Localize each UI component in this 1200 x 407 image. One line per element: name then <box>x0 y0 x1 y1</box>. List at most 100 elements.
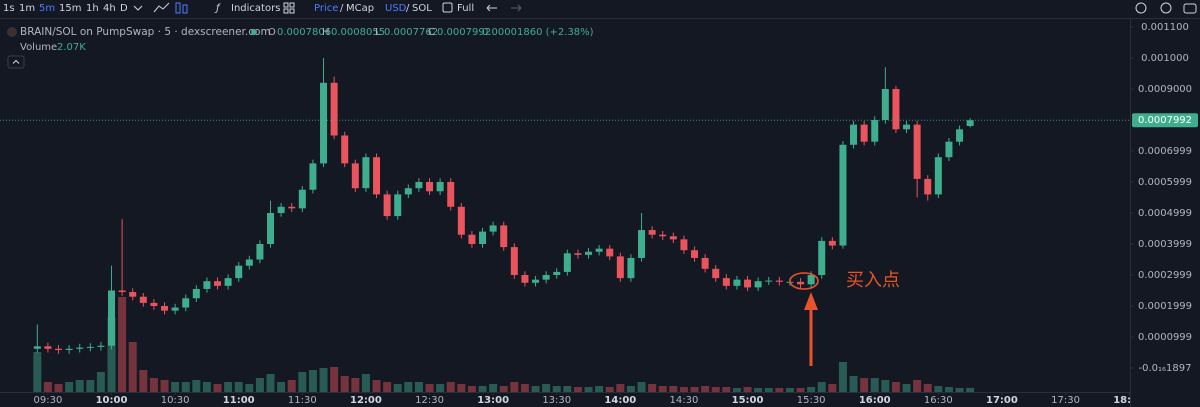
volume-bar <box>446 382 455 392</box>
x-tick-label: 11:00 <box>223 395 255 406</box>
interval-button[interactable]: 1s <box>3 3 15 14</box>
interval-button[interactable]: 15m <box>59 3 81 14</box>
redo-icon[interactable] <box>511 4 522 12</box>
candle-body <box>606 248 614 257</box>
camera-icon[interactable] <box>1183 3 1197 14</box>
volume-bar <box>65 382 74 392</box>
volume-bar <box>531 386 540 392</box>
volume-bar <box>510 382 519 392</box>
volume-bar <box>785 388 794 392</box>
volume-bar <box>478 386 487 392</box>
candle-body <box>860 124 868 142</box>
y-tick-label: 0.001100 <box>1141 22 1189 33</box>
candle-body <box>203 281 211 289</box>
interval-button[interactable]: 1m <box>19 3 35 14</box>
last-price-box <box>1132 113 1198 128</box>
volume-bar <box>754 388 763 392</box>
volume-bar <box>595 386 604 392</box>
volume-bar <box>913 380 922 392</box>
candle-body <box>510 247 518 276</box>
volume-bar <box>255 378 264 392</box>
ohlc-value: 0.0007806 <box>277 27 331 38</box>
volume-bar <box>287 380 296 392</box>
ohlc-label: H <box>322 27 330 38</box>
volume-bar <box>33 352 42 392</box>
collapse-icon <box>12 59 20 64</box>
x-tick-label: 09:30 <box>33 395 62 406</box>
candle-body <box>277 206 285 213</box>
volume-bar <box>923 384 932 392</box>
volume-bar <box>266 374 275 392</box>
y-tick-label: 0.001000 <box>1141 53 1189 64</box>
volume-bar <box>213 384 222 392</box>
volume-bar <box>563 386 572 392</box>
candle-body <box>182 298 190 308</box>
candle-body <box>171 307 179 311</box>
candle-body <box>913 124 921 179</box>
volume-bar <box>849 376 858 392</box>
candle-body <box>754 281 762 288</box>
volume-bar <box>701 386 710 392</box>
layout-icon[interactable] <box>283 2 295 14</box>
candle-body <box>415 181 423 189</box>
indicators-button[interactable]: Indicators <box>231 3 280 14</box>
volume-bar <box>149 378 158 392</box>
candle-body <box>383 194 391 217</box>
candle-body <box>139 296 147 303</box>
candle-body <box>479 231 487 244</box>
interval-button[interactable]: D <box>120 3 128 14</box>
volume-bar <box>838 362 847 392</box>
volume-bar <box>648 384 657 392</box>
volume-bar <box>277 382 286 392</box>
candle-body <box>341 135 349 164</box>
volume-bar <box>891 382 900 392</box>
candle-body <box>691 250 699 258</box>
usd-toggle[interactable]: USD <box>385 3 407 14</box>
separator: / <box>406 3 410 14</box>
theme-icon[interactable] <box>1135 2 1147 14</box>
volume-bar <box>796 388 805 392</box>
volume-bar <box>934 386 943 392</box>
volume-bar <box>319 368 328 392</box>
candle-body <box>850 124 858 145</box>
mcap-toggle[interactable]: MCap <box>346 3 374 14</box>
fx-icon[interactable]: ƒ <box>214 3 221 14</box>
volume-bar <box>118 297 127 392</box>
interval-button[interactable]: 4h <box>103 3 116 14</box>
volume-bar <box>43 382 52 392</box>
candle-body <box>224 278 232 286</box>
volume-bar <box>573 387 582 392</box>
sol-toggle[interactable]: SOL <box>412 3 432 14</box>
interval-button[interactable]: 5m <box>39 3 55 14</box>
volume-bar <box>499 386 508 392</box>
candle-body <box>956 129 964 142</box>
candle-body <box>489 225 497 232</box>
volume-bar <box>107 317 116 392</box>
undo-icon[interactable] <box>486 4 497 12</box>
candle-body <box>298 189 306 209</box>
y-tick-label: 0.0009000 <box>1138 84 1192 95</box>
dropdown-icon[interactable] <box>133 5 143 11</box>
x-tick-label: 13:30 <box>542 395 571 406</box>
full-checkbox[interactable] <box>442 2 453 13</box>
volume-bar <box>414 382 423 392</box>
y-tick-label: 0.0000999 <box>1138 332 1192 343</box>
full-label[interactable]: Full <box>457 3 474 14</box>
candle-body <box>351 163 359 189</box>
collapse-button[interactable] <box>7 55 25 69</box>
candle-body <box>129 292 137 297</box>
candle-body <box>500 225 508 248</box>
volume-bar <box>351 378 360 392</box>
x-tick-label: 16:00 <box>859 395 891 406</box>
price-toggle[interactable]: Price <box>314 3 338 14</box>
line-chart-icon[interactable] <box>153 2 170 13</box>
volume-bar <box>489 384 498 392</box>
interval-button[interactable]: 1h <box>86 3 99 14</box>
status-dot <box>251 29 257 35</box>
candle-body <box>65 348 73 351</box>
candle-icon[interactable] <box>175 2 188 14</box>
settings-icon[interactable] <box>1160 2 1172 14</box>
volume-bar <box>361 374 370 392</box>
separator: / <box>340 3 344 14</box>
